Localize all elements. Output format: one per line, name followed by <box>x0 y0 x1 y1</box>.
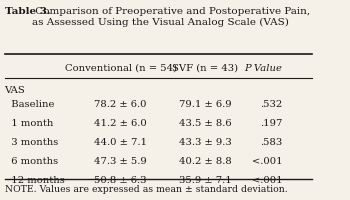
Text: 43.5 ± 8.6: 43.5 ± 8.6 <box>179 119 232 128</box>
Text: VAS: VAS <box>5 86 25 95</box>
Text: 6 months: 6 months <box>5 157 58 166</box>
Text: 40.2 ± 8.8: 40.2 ± 8.8 <box>179 157 232 166</box>
Text: 12 months: 12 months <box>5 176 64 185</box>
Text: Conventional (n = 54): Conventional (n = 54) <box>64 64 177 73</box>
Text: 1 month: 1 month <box>5 119 53 128</box>
Text: <.001: <.001 <box>252 176 282 185</box>
Text: 50.8 ± 6.3: 50.8 ± 6.3 <box>94 176 147 185</box>
Text: 79.1 ± 6.9: 79.1 ± 6.9 <box>179 100 232 109</box>
Text: Baseline: Baseline <box>5 100 54 109</box>
Text: 41.2 ± 6.0: 41.2 ± 6.0 <box>94 119 147 128</box>
Text: P Value: P Value <box>244 64 282 73</box>
Text: 47.3 ± 5.9: 47.3 ± 5.9 <box>94 157 147 166</box>
Text: .583: .583 <box>260 138 282 147</box>
Text: 3 months: 3 months <box>5 138 58 147</box>
Text: 35.9 ± 7.1: 35.9 ± 7.1 <box>179 176 232 185</box>
Text: SVF (n = 43): SVF (n = 43) <box>172 64 238 73</box>
Text: .532: .532 <box>260 100 282 109</box>
Text: Table 3.: Table 3. <box>5 7 50 16</box>
Text: NOTE. Values are expressed as mean ± standard deviation.: NOTE. Values are expressed as mean ± sta… <box>5 185 287 194</box>
Text: .197: .197 <box>260 119 282 128</box>
Text: <.001: <.001 <box>252 157 282 166</box>
Text: 43.3 ± 9.3: 43.3 ± 9.3 <box>179 138 232 147</box>
Text: Comparison of Preoperative and Postoperative Pain,
as Assessed Using the Visual : Comparison of Preoperative and Postopera… <box>32 7 310 27</box>
Text: 44.0 ± 7.1: 44.0 ± 7.1 <box>94 138 147 147</box>
Text: 78.2 ± 6.0: 78.2 ± 6.0 <box>94 100 147 109</box>
